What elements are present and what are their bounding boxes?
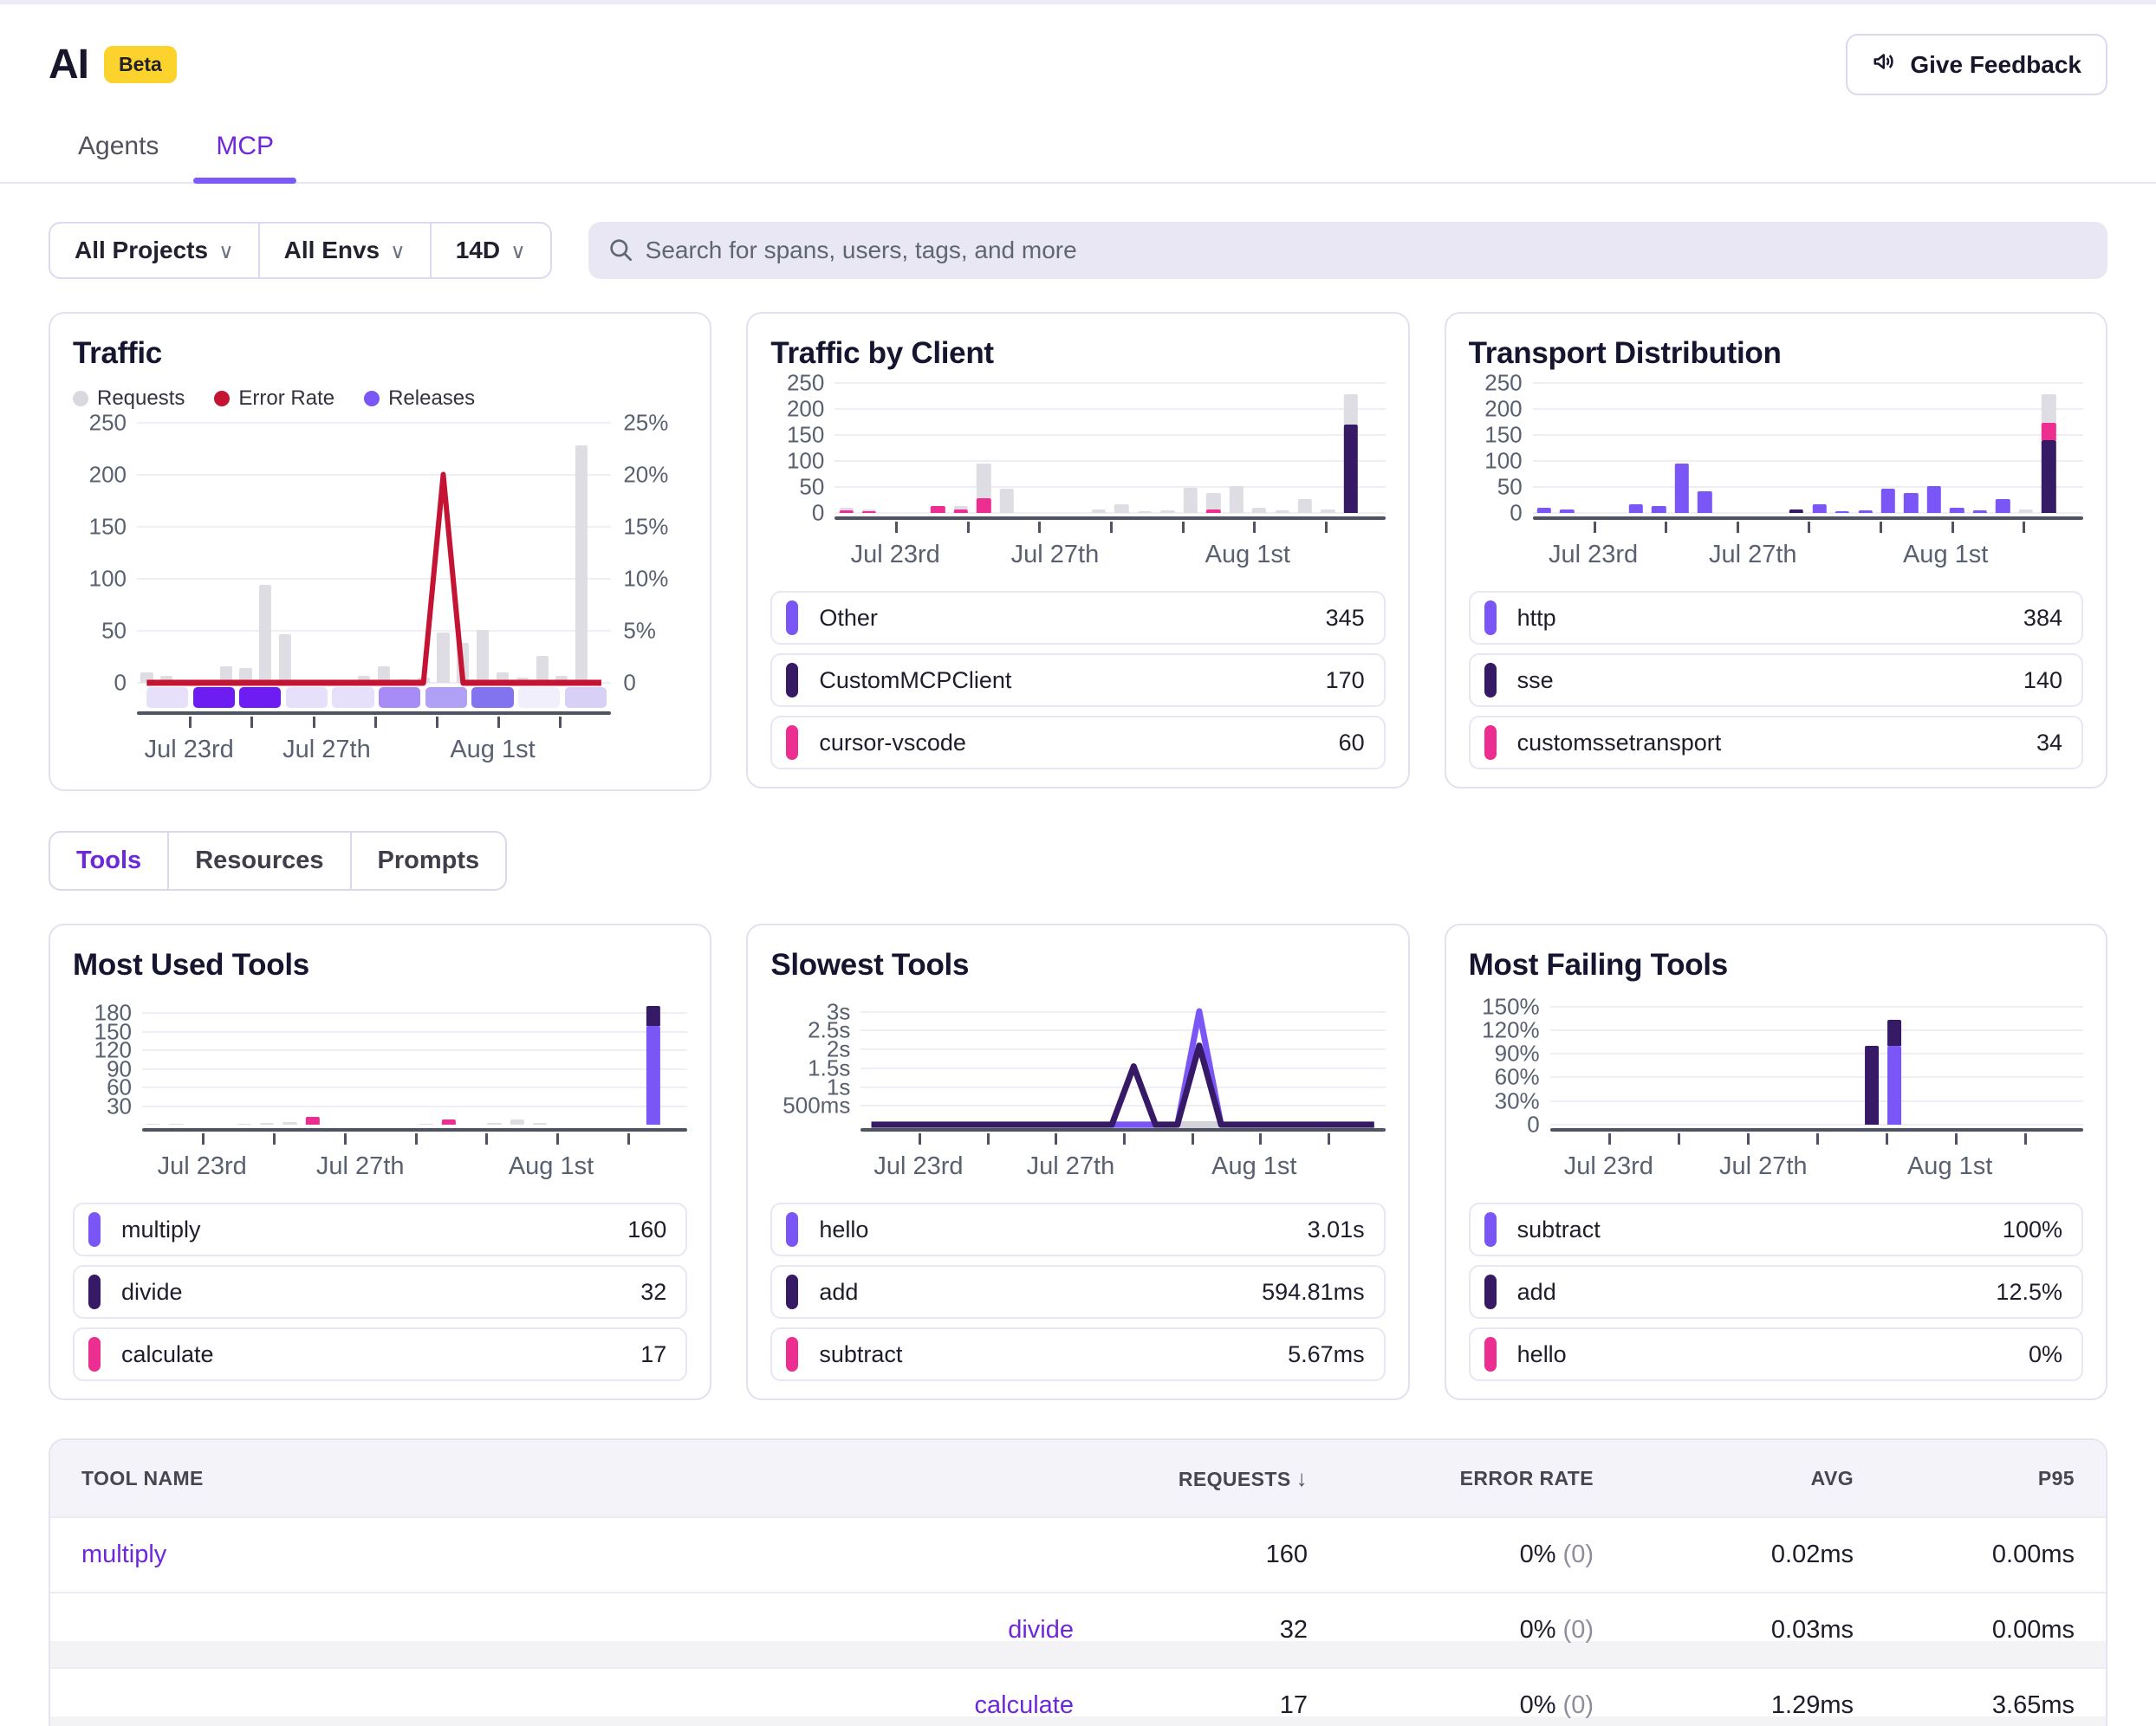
tool-link-calculate[interactable]: calculate	[975, 1691, 1074, 1719]
legend-row: subtract100%	[1469, 1203, 2083, 1256]
card-title: Traffic by Client	[770, 336, 1385, 371]
card-title: Slowest Tools	[770, 948, 1385, 983]
table-row: multiply 160 0% (0) 0.02ms 0.00ms	[50, 1516, 2106, 1592]
legend-swatch	[1484, 600, 1497, 635]
search-input[interactable]	[588, 222, 2107, 279]
col-p95[interactable]: P95	[1854, 1467, 2075, 1490]
legend-row: multiply160	[73, 1203, 687, 1256]
legend-row: calculate17	[73, 1327, 687, 1381]
legend-row: hello0%	[1469, 1327, 2083, 1381]
card-title: Traffic	[73, 336, 687, 371]
legend-swatch	[786, 1212, 798, 1247]
date-range-filter[interactable]: 14D ∨	[430, 224, 550, 277]
card-title: Most Used Tools	[73, 948, 687, 983]
most-used-tools-chart: 180150120906030Jul 23rdJul 27thAug 1st	[73, 995, 687, 1189]
search-container	[588, 222, 2107, 279]
traffic-by-client-chart: 250200150100500Jul 23rdJul 27thAug 1st	[770, 383, 1385, 577]
most-used-tools-card: Most Used Tools 180150120906030Jul 23rdJ…	[49, 924, 711, 1400]
legend-swatch	[88, 1212, 101, 1247]
legend-row: divide32	[73, 1265, 687, 1319]
legend-swatch	[786, 1337, 798, 1372]
slowest-legend-list: hello3.01s add594.81ms subtract5.67ms	[770, 1203, 1385, 1381]
header-divider	[0, 182, 2156, 184]
traffic-by-client-card: Traffic by Client 250200150100500Jul 23r…	[746, 312, 1409, 788]
legend-row: CustomMCPClient170	[770, 653, 1385, 707]
legend-row: Other345	[770, 591, 1385, 645]
legend-swatch	[1484, 1337, 1497, 1372]
legend-row: customssetransport34	[1469, 716, 2083, 769]
traffic-card: Traffic Requests Error Rate Releases 250…	[49, 312, 711, 791]
give-feedback-button[interactable]: Give Feedback	[1846, 34, 2107, 95]
legend-row: subtract5.67ms	[770, 1327, 1385, 1381]
legend-row: hello3.01s	[770, 1203, 1385, 1256]
legend-row: add12.5%	[1469, 1265, 2083, 1319]
col-error-rate[interactable]: ERROR RATE	[1308, 1467, 1594, 1490]
tab-agents[interactable]: Agents	[78, 132, 159, 182]
slowest-tools-card: Slowest Tools 3s2.5s2s1.5s1s500msJul 23r…	[746, 924, 1409, 1400]
failing-legend-list: subtract100% add12.5% hello0%	[1469, 1203, 2083, 1381]
primary-tabs: Agents MCP	[78, 132, 2107, 182]
client-legend-list: Other345 CustomMCPClient170 cursor-vscod…	[770, 591, 1385, 769]
tool-link-divide[interactable]: divide	[1008, 1616, 1074, 1644]
traffic-chart: 250200150100500Jul 23rdJul 27thAug 1st25…	[73, 423, 687, 772]
megaphone-icon	[1872, 49, 1898, 81]
legend-swatch	[786, 600, 798, 635]
filter-group: All Projects ∨ All Envs ∨ 14D ∨	[49, 222, 552, 279]
slowest-tools-chart: 3s2.5s2s1.5s1s500msJul 23rdJul 27thAug 1…	[770, 995, 1385, 1189]
legend-row: sse140	[1469, 653, 2083, 707]
legend-row: add594.81ms	[770, 1265, 1385, 1319]
chevron-down-icon: ∨	[218, 239, 234, 264]
legend-swatch	[1484, 1212, 1497, 1247]
chevron-down-icon: ∨	[390, 239, 406, 264]
legend-swatch	[1484, 663, 1497, 698]
col-requests[interactable]: REQUESTS↓	[1074, 1465, 1308, 1492]
most-failing-tools-chart: 150%120%90%60%30%0Jul 23rdJul 27thAug 1s…	[1469, 995, 2083, 1189]
filter-bar: All Projects ∨ All Envs ∨ 14D ∨	[49, 222, 2107, 279]
section-tabs: Tools Resources Prompts	[49, 831, 507, 891]
legend-swatch	[786, 1275, 798, 1309]
most-failing-tools-card: Most Failing Tools 150%120%90%60%30%0Jul…	[1445, 924, 2107, 1400]
card-title: Transport Distribution	[1469, 336, 2083, 371]
table-row: divide 32 0% (0) 0.03ms 0.00ms	[50, 1592, 2106, 1667]
legend-row: cursor-vscode60	[770, 716, 1385, 769]
search-icon	[607, 237, 635, 264]
table-header: TOOL NAME REQUESTS↓ ERROR RATE AVG P95	[50, 1440, 2106, 1516]
projects-filter[interactable]: All Projects ∨	[50, 224, 258, 277]
tab-resources[interactable]: Resources	[167, 833, 349, 889]
legend-swatch	[88, 1275, 101, 1309]
tab-mcp[interactable]: MCP	[216, 132, 274, 182]
beta-badge: Beta	[104, 46, 177, 83]
header: AI Beta Give Feedback Agents MCP	[49, 4, 2107, 182]
legend-swatch	[88, 1337, 101, 1372]
sort-desc-icon: ↓	[1296, 1465, 1308, 1491]
legend-swatch	[786, 663, 798, 698]
transport-distribution-chart: 250200150100500Jul 23rdJul 27thAug 1st	[1469, 383, 2083, 577]
legend-swatch	[1484, 725, 1497, 760]
tools-table: TOOL NAME REQUESTS↓ ERROR RATE AVG P95 m…	[49, 1438, 2107, 1726]
most-used-legend-list: multiply160 divide32 calculate17	[73, 1203, 687, 1381]
tab-prompts[interactable]: Prompts	[350, 833, 506, 889]
releases-legend-dot	[364, 391, 380, 406]
tab-tools[interactable]: Tools	[50, 833, 167, 889]
table-row: calculate 17 0% (0) 1.29ms 3.65ms	[50, 1667, 2106, 1726]
envs-filter[interactable]: All Envs ∨	[258, 224, 430, 277]
transport-legend-list: http384 sse140 customssetransport34	[1469, 591, 2083, 769]
card-title: Most Failing Tools	[1469, 948, 2083, 983]
legend-swatch	[1484, 1275, 1497, 1309]
error-rate-legend-dot	[214, 391, 230, 406]
traffic-legend: Requests Error Rate Releases	[73, 386, 687, 411]
row-skeleton	[50, 1641, 2106, 1667]
col-tool-name[interactable]: TOOL NAME	[81, 1467, 1074, 1490]
legend-swatch	[786, 725, 798, 760]
requests-legend-dot	[73, 391, 88, 406]
tool-link-multiply[interactable]: multiply	[81, 1541, 166, 1568]
chevron-down-icon: ∨	[510, 239, 526, 264]
legend-row: http384	[1469, 591, 2083, 645]
transport-distribution-card: Transport Distribution 250200150100500Ju…	[1445, 312, 2107, 788]
col-avg[interactable]: AVG	[1594, 1467, 1854, 1490]
app-logo: AI	[49, 41, 88, 88]
